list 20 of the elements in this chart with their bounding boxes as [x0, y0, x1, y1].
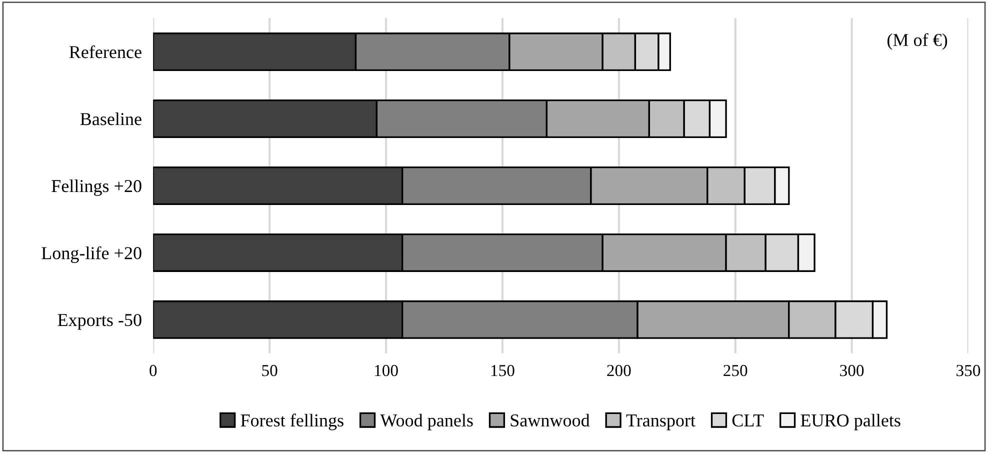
x-tick-label: 100	[374, 364, 398, 376]
legend-label: Forest fellings	[240, 414, 344, 430]
legend-label: EURO pallets	[800, 414, 900, 430]
legend-label: Sawnwood	[510, 414, 590, 427]
x-tick-label: 50	[262, 364, 278, 376]
x-tick-label: 200	[607, 364, 631, 376]
y-tick-label: Exports -50	[58, 314, 142, 330]
legend-label: CLT	[732, 414, 764, 427]
y-tick-label: Baseline	[80, 112, 142, 126]
legend-label: Transport	[626, 414, 696, 430]
x-tick-label: 350	[956, 364, 980, 376]
annotation: (M of €)	[887, 33, 948, 50]
y-tick-label: Fellings +20	[52, 179, 142, 196]
legend-label: Wood panels	[380, 414, 473, 430]
y-tick-label: Long-life +20	[42, 246, 142, 263]
x-tick-label: 150	[491, 364, 514, 376]
x-tick-label: 0	[150, 364, 157, 376]
y-tick-label: Reference	[69, 45, 142, 58]
x-tick-label: 250	[724, 364, 748, 376]
x-tick-label: 300	[840, 364, 864, 376]
